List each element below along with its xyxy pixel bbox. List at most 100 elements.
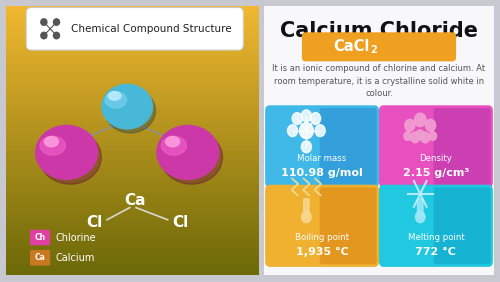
Bar xyxy=(6,36,258,39)
Bar xyxy=(6,171,258,174)
Bar xyxy=(6,76,258,80)
FancyBboxPatch shape xyxy=(30,250,50,266)
Bar xyxy=(6,124,258,127)
Ellipse shape xyxy=(166,136,179,147)
Circle shape xyxy=(414,113,426,127)
Bar xyxy=(6,208,258,211)
Bar xyxy=(6,87,258,90)
Bar xyxy=(6,197,258,201)
Text: Cl: Cl xyxy=(172,215,188,230)
Ellipse shape xyxy=(105,89,156,133)
Circle shape xyxy=(416,212,425,222)
Circle shape xyxy=(302,110,312,122)
Bar xyxy=(6,80,258,83)
FancyBboxPatch shape xyxy=(379,105,493,188)
Bar xyxy=(6,251,258,255)
Bar xyxy=(6,268,258,272)
Bar xyxy=(6,93,258,96)
Circle shape xyxy=(416,130,424,140)
Text: 2.15 g/cm³: 2.15 g/cm³ xyxy=(403,168,469,178)
Bar xyxy=(6,194,258,197)
Circle shape xyxy=(426,119,436,131)
Bar xyxy=(6,60,258,63)
Circle shape xyxy=(410,132,420,143)
FancyBboxPatch shape xyxy=(418,199,423,218)
Bar xyxy=(6,255,258,258)
Circle shape xyxy=(420,132,430,143)
Bar xyxy=(6,39,258,43)
Circle shape xyxy=(41,32,47,39)
Bar xyxy=(6,147,258,150)
Bar xyxy=(6,63,258,66)
Text: 1,935 °C: 1,935 °C xyxy=(296,247,348,257)
Bar xyxy=(6,46,258,49)
Bar xyxy=(6,167,258,171)
FancyBboxPatch shape xyxy=(379,185,493,267)
Text: 772 °C: 772 °C xyxy=(416,247,457,257)
Circle shape xyxy=(404,132,411,140)
Text: Chemical Compound Structure: Chemical Compound Structure xyxy=(71,24,232,34)
Bar xyxy=(6,258,258,261)
Bar xyxy=(6,19,258,23)
Text: Calcium Chloride: Calcium Chloride xyxy=(280,21,478,41)
Bar xyxy=(6,184,258,188)
Ellipse shape xyxy=(160,130,222,184)
Bar xyxy=(6,23,258,26)
Text: 2: 2 xyxy=(370,45,376,55)
Circle shape xyxy=(54,32,60,39)
FancyBboxPatch shape xyxy=(320,188,376,264)
Bar xyxy=(6,191,258,194)
Bar xyxy=(6,177,258,181)
FancyBboxPatch shape xyxy=(320,108,376,185)
FancyBboxPatch shape xyxy=(302,32,456,61)
Text: Ch: Ch xyxy=(34,233,46,242)
Bar xyxy=(6,241,258,245)
Bar xyxy=(6,238,258,241)
FancyBboxPatch shape xyxy=(30,230,50,245)
Bar xyxy=(6,70,258,73)
FancyBboxPatch shape xyxy=(434,108,490,185)
Circle shape xyxy=(54,19,60,25)
Bar xyxy=(6,12,258,16)
Bar xyxy=(6,218,258,221)
Bar xyxy=(6,100,258,103)
Circle shape xyxy=(315,125,325,136)
Circle shape xyxy=(310,113,320,124)
Bar xyxy=(6,154,258,157)
Bar xyxy=(6,261,258,265)
Circle shape xyxy=(292,113,302,124)
Ellipse shape xyxy=(108,92,121,100)
Bar xyxy=(6,56,258,60)
Bar xyxy=(6,117,258,120)
FancyBboxPatch shape xyxy=(265,185,379,267)
Text: Cl: Cl xyxy=(86,215,102,230)
Bar xyxy=(6,33,258,36)
Bar xyxy=(6,127,258,130)
Circle shape xyxy=(41,19,47,25)
Text: CaCl: CaCl xyxy=(334,39,370,54)
Ellipse shape xyxy=(44,136,59,147)
Bar xyxy=(6,204,258,208)
Bar xyxy=(6,201,258,204)
Bar xyxy=(6,214,258,218)
Bar xyxy=(6,160,258,164)
Bar xyxy=(6,140,258,144)
Bar xyxy=(6,248,258,251)
Bar xyxy=(6,130,258,134)
Ellipse shape xyxy=(157,125,218,179)
Bar xyxy=(6,107,258,110)
Text: Ca: Ca xyxy=(124,193,146,208)
FancyBboxPatch shape xyxy=(434,188,490,264)
Bar xyxy=(6,120,258,124)
Bar xyxy=(6,110,258,113)
Ellipse shape xyxy=(36,125,98,179)
Text: Boiling point: Boiling point xyxy=(295,233,349,243)
Bar xyxy=(6,272,258,275)
FancyBboxPatch shape xyxy=(265,105,379,188)
Bar xyxy=(6,150,258,154)
Circle shape xyxy=(288,125,298,136)
Bar xyxy=(6,26,258,29)
Text: Chlorine: Chlorine xyxy=(55,233,96,243)
Bar xyxy=(6,90,258,93)
Bar xyxy=(6,96,258,100)
